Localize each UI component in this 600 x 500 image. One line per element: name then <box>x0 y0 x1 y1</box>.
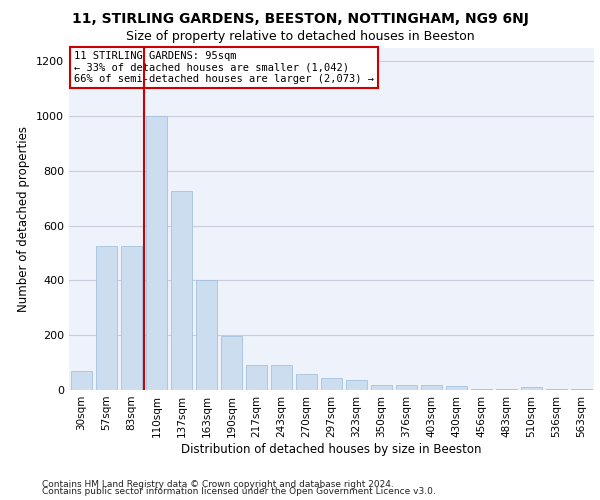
Bar <box>96 246 117 390</box>
Bar <box>521 386 542 390</box>
Bar <box>571 388 592 390</box>
Bar <box>196 280 217 390</box>
Bar <box>421 384 442 390</box>
X-axis label: Distribution of detached houses by size in Beeston: Distribution of detached houses by size … <box>181 442 482 456</box>
Bar <box>121 246 142 390</box>
Bar <box>296 374 317 390</box>
Bar <box>446 386 467 390</box>
Text: 11 STIRLING GARDENS: 95sqm
← 33% of detached houses are smaller (1,042)
66% of s: 11 STIRLING GARDENS: 95sqm ← 33% of deta… <box>74 51 374 84</box>
Text: Contains HM Land Registry data © Crown copyright and database right 2024.: Contains HM Land Registry data © Crown c… <box>42 480 394 489</box>
Text: 11, STIRLING GARDENS, BEESTON, NOTTINGHAM, NG9 6NJ: 11, STIRLING GARDENS, BEESTON, NOTTINGHA… <box>71 12 529 26</box>
Bar <box>471 388 492 390</box>
Bar <box>271 366 292 390</box>
Bar <box>321 378 342 390</box>
Y-axis label: Number of detached properties: Number of detached properties <box>17 126 31 312</box>
Bar <box>171 192 192 390</box>
Bar <box>346 380 367 390</box>
Bar <box>146 116 167 390</box>
Bar <box>496 388 517 390</box>
Text: Size of property relative to detached houses in Beeston: Size of property relative to detached ho… <box>125 30 475 43</box>
Bar <box>221 336 242 390</box>
Bar <box>396 384 417 390</box>
Bar <box>546 388 567 390</box>
Bar <box>371 384 392 390</box>
Bar <box>71 371 92 390</box>
Text: Contains public sector information licensed under the Open Government Licence v3: Contains public sector information licen… <box>42 487 436 496</box>
Bar <box>246 366 267 390</box>
